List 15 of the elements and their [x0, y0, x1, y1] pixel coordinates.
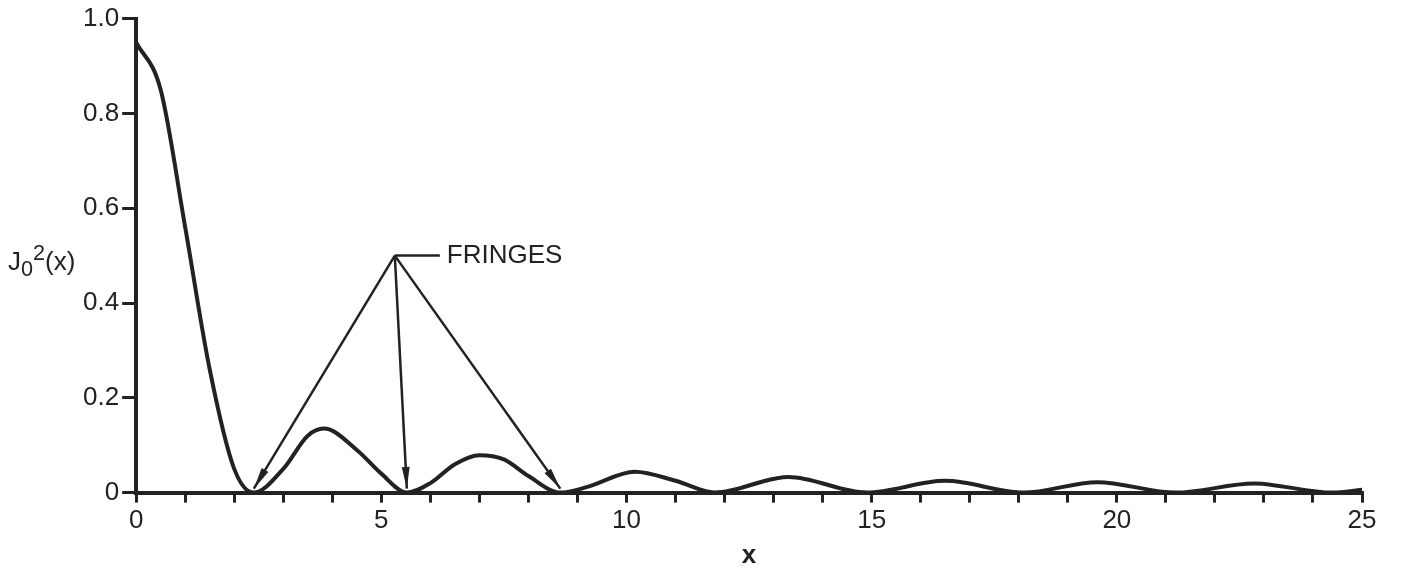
y-tick-label: 0.8 — [82, 96, 120, 127]
y-tick-label: 0.4 — [82, 286, 120, 317]
y-axis-title: J$_{0}$$^{2}$(x) — [8, 240, 76, 282]
x-tick-label: 20 — [1102, 504, 1132, 535]
y-tick-label: 0 — [104, 475, 120, 506]
x-tick-label: 25 — [1347, 504, 1377, 535]
y-tick-label: 1.0 — [82, 1, 120, 32]
annotation: FRINGES — [446, 238, 563, 269]
y-tick-label: 0.6 — [82, 191, 120, 222]
x-tick-label: 0 — [128, 504, 144, 535]
x-tick-label: 10 — [612, 504, 641, 535]
x-axis-title: x — [741, 538, 757, 569]
y-tick-label: 0.2 — [82, 380, 120, 411]
x-tick-label: 15 — [857, 504, 887, 535]
x-tick-label: 5 — [374, 504, 389, 535]
